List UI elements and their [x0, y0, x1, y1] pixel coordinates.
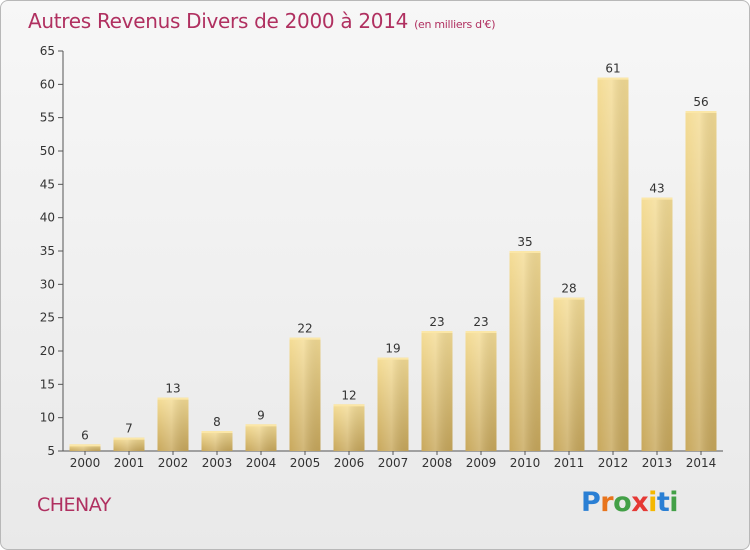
chart-title: Autres Revenus Divers de 2000 à 2014 (en …: [28, 9, 496, 33]
bar-shine: [333, 404, 365, 451]
y-tick-label: 40: [40, 211, 55, 225]
bar-top-edge: [113, 437, 145, 440]
x-tick-label: 2002: [158, 456, 189, 470]
logo-letter: x: [631, 487, 649, 518]
bar-top-edge: [201, 431, 233, 433]
title-unit: (en milliers d'€): [414, 18, 496, 31]
data-label: 43: [649, 182, 664, 196]
x-tick-label: 2013: [642, 456, 673, 470]
bar-shine: [377, 357, 409, 451]
data-label: 23: [473, 315, 488, 329]
bar-shine: [465, 331, 497, 451]
x-tick-label: 2003: [202, 456, 233, 470]
bar-shine: [421, 331, 453, 451]
bar-shine: [289, 337, 321, 451]
bar-top-edge: [509, 251, 541, 253]
bar-shine: [553, 297, 585, 451]
y-tick-label: 55: [40, 111, 55, 125]
logo-letter: o: [613, 487, 632, 518]
y-tick-label: 5: [47, 444, 55, 458]
data-label: 7: [125, 422, 133, 436]
bar-shine: [597, 77, 629, 452]
axes: 5 10 15 20 25 30 35 40 45 50 55 60 65 2000 2001 2002 200…: [40, 44, 723, 470]
data-label: 19: [385, 342, 400, 356]
data-label: 13: [165, 382, 180, 396]
logo-letter: r: [600, 487, 614, 518]
bar-shine: [685, 111, 717, 451]
x-tick-label: 2000: [70, 456, 101, 470]
x-tick-label: 2008: [422, 456, 453, 470]
bar-top-edge: [685, 111, 717, 113]
bar-top-edge: [465, 331, 497, 333]
bar-top-edge: [157, 397, 189, 400]
bar-shine: [641, 197, 673, 451]
y-tick-label: 20: [40, 344, 55, 358]
y-tick-label: 45: [40, 177, 55, 191]
title-text: Autres Revenus Divers de 2000 à 2014: [28, 9, 409, 33]
x-tick-label: 2006: [334, 456, 365, 470]
data-label: 9: [257, 408, 265, 422]
logo-letter: P: [581, 487, 601, 518]
bar-top-edge: [553, 297, 585, 300]
data-label: 22: [297, 322, 312, 336]
bar-top-edge: [421, 331, 453, 333]
bar-shine: [113, 437, 145, 451]
y-tick-label: 65: [40, 44, 55, 58]
y-tick-label: 10: [40, 411, 55, 425]
logo-letter: i: [669, 487, 679, 518]
data-label: 8: [213, 415, 221, 429]
logo-letter: i: [648, 487, 657, 518]
data-label: 23: [429, 315, 444, 329]
bar-shine: [245, 424, 277, 451]
proxiti-logo[interactable]: Proxiti: [581, 487, 679, 518]
y-tick-label: 25: [40, 311, 55, 325]
y-tick-label: 60: [40, 77, 55, 91]
x-tick-label: 2010: [510, 456, 541, 470]
bar-shine: [69, 444, 101, 451]
commune-name: CHENAY: [37, 494, 111, 516]
bar-top-edge: [245, 424, 277, 427]
bar-top-edge: [289, 337, 321, 340]
bar-shine: [509, 251, 541, 451]
x-tick-label: 2009: [466, 456, 497, 470]
data-labels: 6 7 13 8 9 22 12 19 23 23 35 28 61 43 56: [81, 62, 708, 443]
y-tick-label: 50: [40, 144, 55, 158]
x-tick-label: 2014: [686, 456, 717, 470]
x-tick-label: 2004: [246, 456, 277, 470]
bar-top-edge: [597, 77, 629, 80]
bar-top-edge: [377, 357, 409, 360]
bar-top-edge: [69, 444, 101, 447]
bar-shine: [201, 431, 233, 451]
x-tick-label: 2005: [290, 456, 321, 470]
data-label: 12: [341, 388, 356, 402]
data-label: 56: [693, 95, 708, 109]
bar-shine: [157, 397, 189, 451]
x-tick-label: 2012: [598, 456, 629, 470]
bar-top-edge: [333, 404, 365, 407]
x-tick-label: 2007: [378, 456, 409, 470]
x-tick-label: 2001: [114, 456, 145, 470]
data-label: 28: [561, 282, 576, 296]
y-tick-label: 35: [40, 244, 55, 258]
data-label: 61: [605, 62, 620, 76]
data-label: 6: [81, 428, 89, 442]
y-tick-label: 15: [40, 377, 55, 391]
x-tick-label: 2011: [554, 456, 585, 470]
bars: [69, 77, 717, 452]
logo-letter: t: [656, 487, 670, 518]
bar-top-edge: [641, 197, 673, 200]
data-label: 35: [517, 235, 532, 249]
y-tick-label: 30: [40, 277, 55, 291]
